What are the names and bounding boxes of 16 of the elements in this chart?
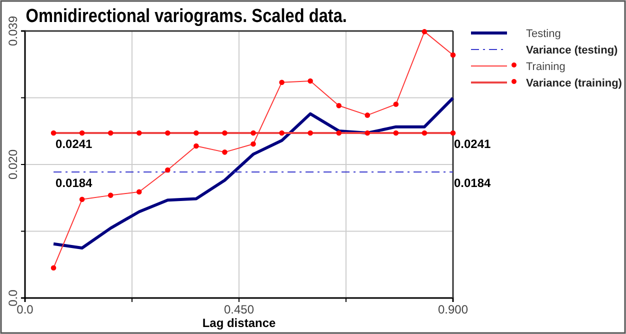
- legend-label: Variance (training): [526, 78, 622, 90]
- line-series: [52, 96, 454, 250]
- data-label: 0.0241: [454, 137, 492, 152]
- x-tick-label: 0.900: [438, 302, 468, 317]
- x-tick-label: 0.450: [224, 302, 254, 317]
- legend-label: Variance (testing): [526, 44, 618, 56]
- y-tick-label: 0.039: [6, 16, 20, 46]
- chart-title: Omnidirectional variograms. Scaled data.: [26, 4, 347, 26]
- legend-label: Training: [526, 61, 566, 73]
- x-axis-title: Lag distance: [202, 316, 276, 330]
- data-label: 0.0184: [56, 176, 93, 190]
- x-tick-label: 0.0: [16, 302, 34, 317]
- y-tick-label: 0.020: [6, 149, 20, 180]
- data-label: 0.0241: [56, 137, 93, 152]
- data-label: 0.0184: [454, 176, 492, 190]
- legend-label: Testing: [526, 28, 561, 40]
